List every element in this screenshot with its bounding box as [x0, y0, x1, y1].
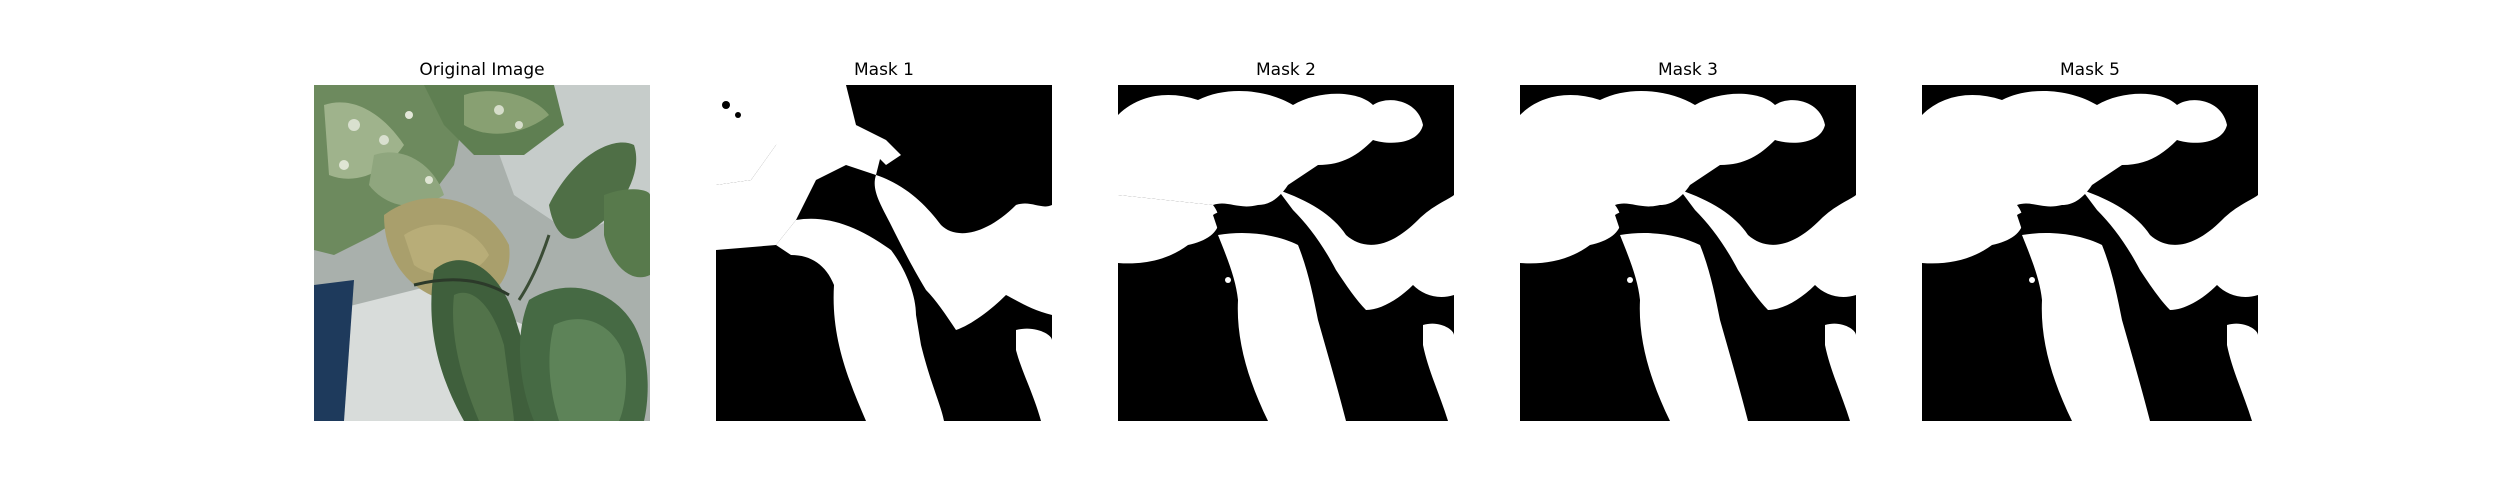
original-image — [314, 85, 650, 421]
panel-title: Mask 1 — [853, 60, 914, 80]
panel-mask-3: Mask 3 — [1520, 60, 1856, 430]
panel-mask-5: Mask 5 — [1922, 60, 2258, 430]
mask-1 — [716, 85, 1052, 421]
panel-title: Mask 2 — [1255, 60, 1316, 80]
panel-title: Mask 5 — [2059, 60, 2120, 80]
mask-5 — [1922, 85, 2258, 421]
mask-3 — [1520, 85, 1856, 421]
panel-title: Original Image — [419, 60, 545, 80]
panel-mask-2: Mask 2 — [1118, 60, 1454, 430]
mask-2 — [1118, 85, 1454, 421]
panel-mask-1: Mask 1 — [716, 60, 1052, 430]
panel-original-image: Original Image — [314, 60, 650, 430]
panel-title: Mask 3 — [1657, 60, 1718, 80]
